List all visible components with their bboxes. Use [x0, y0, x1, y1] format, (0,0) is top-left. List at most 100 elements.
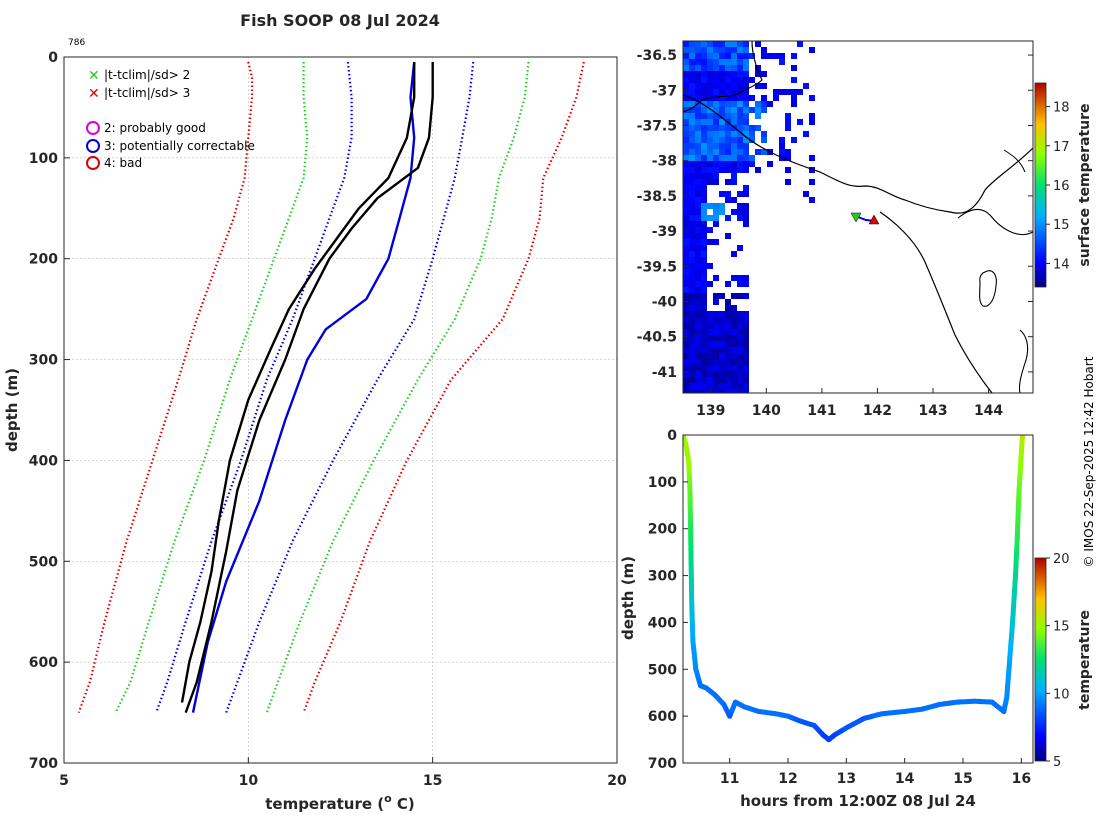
sst-cell: [695, 137, 701, 143]
sst-cell: [725, 389, 731, 393]
sst-cell: [683, 149, 689, 155]
sst-cell: [713, 371, 719, 377]
profile-xlabel-start: temperature (: [265, 795, 384, 813]
sst-cell: [725, 47, 731, 53]
sst-cell: [743, 359, 749, 365]
sst-cell: [683, 389, 689, 393]
sst-cell: [701, 299, 707, 305]
sst-cell: [683, 335, 689, 341]
sst-cell: [743, 47, 749, 53]
legend-label: 4: bad: [104, 156, 142, 170]
sst-cell: [689, 335, 695, 341]
sst-cell: [725, 167, 731, 173]
sst-cell: [755, 167, 761, 173]
sst-cell: [725, 305, 731, 311]
sst-cell: [701, 119, 707, 125]
sst-cell: [707, 389, 713, 393]
sst-cell: [749, 155, 755, 161]
map-xtick-label: 144: [974, 403, 1003, 419]
sst-cell: [737, 167, 743, 173]
sst-cell: [737, 137, 743, 143]
sst-cell: [731, 335, 737, 341]
sst-cell: [743, 311, 749, 317]
sst-cell: [713, 239, 719, 245]
sst-cell: [713, 149, 719, 155]
depth-time-ytick-label: 400: [648, 615, 677, 631]
sst-cell: [683, 173, 689, 179]
sst-cell: [695, 257, 701, 263]
depth-time-panel: 11 12 13 14 15 16 0 100 200 300 400 500 600 700 5 10 15…: [619, 428, 1093, 810]
sst-cell: [695, 239, 701, 245]
profile-series: [77, 61, 585, 714]
sst-cell: [713, 53, 719, 59]
sst-cell: [689, 389, 695, 393]
sst-cell: [713, 215, 719, 221]
sst-cell: [683, 317, 689, 323]
sst-cell: [725, 371, 731, 377]
sst-cell: [773, 89, 779, 95]
sst-cell: [731, 149, 737, 155]
sst-cell: [785, 119, 791, 125]
sst-cell: [791, 77, 797, 83]
sst-cell: [707, 125, 713, 131]
sst-cell: [701, 293, 707, 299]
sst-cell: [683, 239, 689, 245]
depth-time-ytick-label: 100: [648, 475, 677, 491]
sst-cell: [695, 203, 701, 209]
sst-cell: [725, 137, 731, 143]
sst-cell: [725, 95, 731, 101]
sst-cell: [707, 155, 713, 161]
sst-cell: [731, 275, 737, 281]
sst-cell: [791, 95, 797, 101]
sst-cell: [725, 323, 731, 329]
sst-cell: [689, 191, 695, 197]
sst-cell: [779, 89, 785, 95]
sst-cell: [749, 107, 755, 113]
sst-cell: [695, 329, 701, 335]
sst-cell: [707, 77, 713, 83]
sst-cell: [713, 275, 719, 281]
sst-cell: [701, 329, 707, 335]
sst-cell: [689, 131, 695, 137]
sst-cell: [683, 107, 689, 113]
sst-cell: [725, 383, 731, 389]
sst-cell: [719, 95, 725, 101]
sst-cell: [731, 71, 737, 77]
sst-cell: [737, 335, 743, 341]
sst-cell: [713, 71, 719, 77]
sst-cell: [731, 371, 737, 377]
sst-cell: [689, 83, 695, 89]
sst-cell: [683, 341, 689, 347]
sst-cell: [701, 131, 707, 137]
sst-cell: [749, 77, 755, 83]
sst-cell: [695, 131, 701, 137]
series-climatology-plus-2sd: [265, 61, 530, 713]
profile-ytick-label: 400: [29, 453, 58, 469]
sst-cell: [719, 191, 725, 197]
sst-cell: [773, 95, 779, 101]
sst-cell: [695, 59, 701, 65]
sst-cell: [725, 65, 731, 71]
sst-cell: [737, 347, 743, 353]
sst-cell: [737, 107, 743, 113]
sst-cell: [695, 161, 701, 167]
temperature-colorbar: [1034, 557, 1047, 762]
sst-cell: [695, 107, 701, 113]
sst-cell: [731, 143, 737, 149]
sst-cell: [707, 137, 713, 143]
sst-cell: [683, 287, 689, 293]
sst-cell: [731, 197, 737, 203]
sst-cell: [731, 47, 737, 53]
profile-xtick-label: 20: [607, 773, 627, 789]
sst-cell: [683, 221, 689, 227]
map-xtick-label: 140: [752, 403, 781, 419]
legend-label: 2: probably good: [104, 121, 206, 135]
map-xtick-label: 143: [918, 403, 947, 419]
legend-label: |t-tclim|/sd> 3: [104, 86, 190, 100]
depth-time-ticks: 11 12 13 14 15 16 0 100 200 300 400 500 600 700: [648, 428, 1031, 787]
sst-cell: [719, 119, 725, 125]
sst-cell: [743, 317, 749, 323]
sst-cell: [683, 83, 689, 89]
sst-cell: [683, 95, 689, 101]
